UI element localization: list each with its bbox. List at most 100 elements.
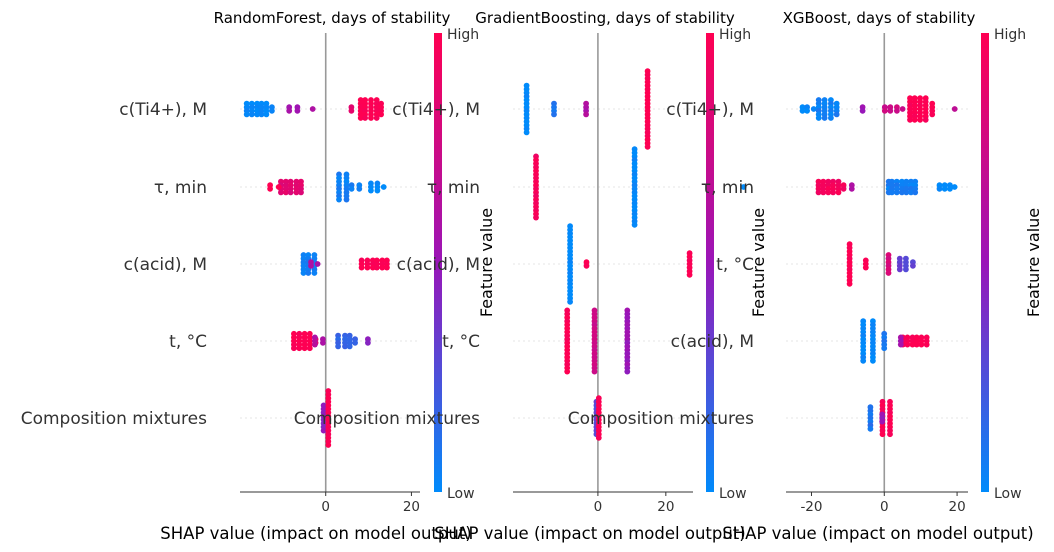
- x-tick-label: 20: [403, 499, 420, 515]
- shap-point: [283, 189, 289, 196]
- shap-point: [740, 184, 747, 190]
- shap-panel-1: 0 20 RandomForest, days of stability SHAP v…: [21, 9, 496, 543]
- shap-point: [879, 418, 886, 425]
- shap-point: [799, 107, 806, 114]
- shap-point: [881, 345, 888, 352]
- shap-point: [835, 189, 842, 196]
- shap-point: [896, 266, 903, 273]
- shap-point: [885, 270, 892, 276]
- feature-label: τ, min: [701, 178, 754, 198]
- shap-point: [309, 106, 316, 112]
- shap-point: [523, 129, 530, 136]
- colorbar-title: Feature value: [1024, 208, 1043, 317]
- shap-point: [583, 262, 590, 269]
- colorbar-low-label: Low: [994, 486, 1022, 502]
- shap-point: [312, 341, 318, 348]
- panel-title: RandomForest, days of stability: [214, 9, 451, 27]
- shap-point: [947, 185, 953, 192]
- shap-point: [907, 116, 913, 123]
- shap-point: [923, 341, 930, 348]
- shap-point: [356, 185, 363, 192]
- colorbar-low-label: Low: [447, 486, 475, 502]
- shap-point: [951, 106, 958, 112]
- x-tick-label: 0: [594, 499, 603, 515]
- shap-point: [624, 368, 631, 375]
- shap-point: [889, 189, 895, 196]
- shap-point: [828, 115, 834, 121]
- shap-point: [631, 221, 638, 228]
- shap-point: [374, 187, 381, 194]
- shap-point: [918, 341, 925, 348]
- shap-point: [358, 264, 365, 271]
- shap-point: [278, 189, 284, 196]
- x-axis-label: SHAP value (impact on model output): [722, 524, 1033, 543]
- shap-point: [859, 107, 866, 114]
- shap-point: [325, 442, 332, 448]
- shap-point: [951, 184, 958, 190]
- shap-point: [833, 111, 840, 118]
- shap-point: [887, 431, 893, 438]
- shap-point: [922, 116, 929, 123]
- shap-point: [804, 107, 810, 114]
- shap-point: [862, 264, 869, 271]
- colorbar: [434, 33, 442, 492]
- shap-point: [380, 184, 387, 190]
- shap-point: [830, 189, 836, 196]
- shap-point: [248, 111, 255, 118]
- shap-point: [894, 107, 900, 114]
- shap-point: [300, 270, 307, 276]
- feature-label: c(acid), M: [397, 255, 480, 275]
- shap-point: [348, 107, 355, 114]
- shap-point: [267, 185, 273, 192]
- shap-point: [840, 185, 847, 192]
- shap-point: [910, 262, 916, 269]
- shap-point: [254, 111, 260, 118]
- feature-label: c(Ti4+), M: [392, 100, 480, 120]
- shap-point: [821, 115, 828, 121]
- shap-point: [269, 107, 275, 114]
- shap-point: [912, 189, 919, 196]
- shap-point: [904, 341, 911, 348]
- shap-point: [314, 261, 321, 267]
- feature-label: Composition mixtures: [21, 409, 207, 429]
- x-tick-label: 20: [948, 499, 965, 515]
- shap-point: [306, 345, 313, 352]
- shap-point: [929, 111, 936, 118]
- shap-point: [378, 111, 384, 118]
- x-tick-label: 0: [880, 499, 889, 515]
- panel-title: GradientBoosting, days of stability: [475, 9, 735, 27]
- shap-point: [583, 111, 589, 118]
- shap-point: [368, 187, 374, 194]
- shap-point: [373, 115, 380, 121]
- shap-point: [564, 368, 571, 375]
- shap-point: [342, 343, 348, 350]
- feature-label: c(Ti4+), M: [119, 100, 207, 120]
- shap-point: [591, 368, 598, 375]
- feature-label: Composition mixtures: [568, 409, 754, 429]
- shap-point: [368, 115, 374, 121]
- shap-point: [275, 184, 282, 190]
- feature-label: t, °C: [716, 255, 754, 275]
- shap-point: [258, 111, 265, 118]
- feature-label: Composition mixtures: [294, 409, 480, 429]
- shap-point: [825, 189, 832, 196]
- colorbar: [706, 33, 714, 492]
- panel-title: XGBoost, days of stability: [783, 9, 976, 27]
- shap-point: [848, 185, 855, 192]
- shap-point: [311, 270, 318, 276]
- shap-point: [298, 189, 304, 196]
- feature-label: τ, min: [427, 178, 480, 198]
- shap-point: [879, 431, 886, 438]
- shap-point: [320, 427, 327, 434]
- shap-point: [686, 271, 693, 278]
- colorbar-low-label: Low: [719, 486, 747, 502]
- shap-point: [374, 264, 380, 271]
- shap-point: [908, 189, 914, 196]
- shap-point: [384, 264, 390, 271]
- shap-point: [335, 343, 341, 350]
- shap-point: [336, 196, 342, 203]
- colorbar-title: Feature value: [749, 208, 768, 317]
- shap-point: [293, 189, 300, 196]
- feature-label: c(Ti4+), M: [666, 100, 754, 120]
- shap-point: [365, 339, 371, 346]
